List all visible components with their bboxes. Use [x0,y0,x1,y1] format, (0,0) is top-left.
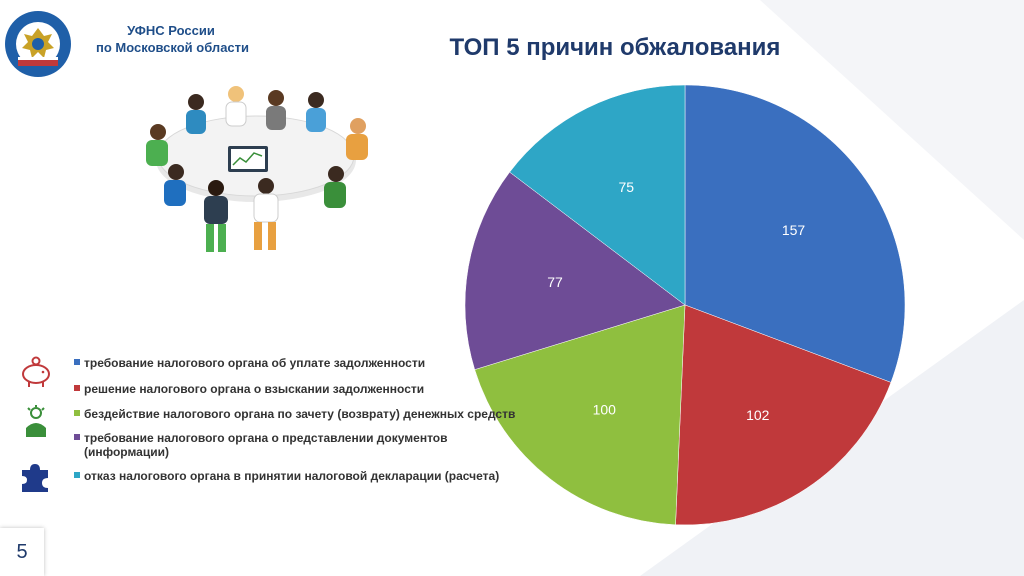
piggy-bank-icon [22,356,50,387]
legend-swatch-4 [74,434,80,440]
data-label-1: 157 [782,222,806,238]
legend-swatch-5 [74,472,80,478]
data-label-2: 102 [746,407,770,423]
legend-label-2: решение налогового органа о взыскании за… [84,382,425,396]
page-number: 5 [0,528,44,576]
pie-chart: 157 102 100 77 75 [464,84,906,526]
page-title: ТОП 5 причин обжалования [449,34,781,61]
person-idea-icon [26,405,46,437]
pie-slice-1 [684,84,906,383]
legend-item-2: решение налогового органа о взыскании за… [74,382,424,396]
data-label-3: 100 [593,401,617,417]
legend-item-1: требование налогового органа об уплате з… [74,356,425,370]
pie-slice-5 [509,84,686,306]
data-label-4: 77 [547,274,563,290]
legend-swatch-2 [74,385,80,391]
legend-label-1: требование налогового органа об уплате з… [84,356,426,370]
org-line-2: по Московской области [96,40,250,55]
legend-label-5: отказ налогового органа в принятии налог… [84,469,500,483]
legend-item-5: отказ налогового органа в принятии налог… [74,469,499,483]
data-label-5: 75 [618,179,634,195]
org-line-1: УФНС России [127,23,215,38]
legend-swatch-3 [74,410,80,416]
legend-item-3: бездействие налогового органа по зачету … [74,407,515,421]
legend-label-4: требование налогового органа о представл… [84,431,448,459]
pie-slice-2 [675,304,892,526]
puzzle-icon [22,464,48,492]
people-at-table-illustration [146,86,368,252]
pie-slice-4 [464,171,686,370]
legend-label-3: бездействие налогового органа по зачету … [84,407,516,421]
legend-swatch-1 [74,359,80,365]
pie-slice-3 [474,304,686,526]
fns-emblem-icon [5,11,71,77]
legend-item-4: требование налогового органа о представл… [74,431,448,459]
organization-name: УФНС России по Московской области [96,22,250,56]
